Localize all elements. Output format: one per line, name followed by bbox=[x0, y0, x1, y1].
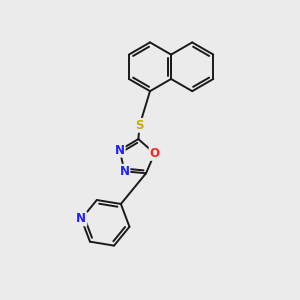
Text: O: O bbox=[150, 147, 160, 160]
Text: N: N bbox=[115, 144, 125, 157]
Text: N: N bbox=[76, 212, 86, 225]
Text: N: N bbox=[119, 165, 130, 178]
Text: S: S bbox=[135, 119, 144, 132]
